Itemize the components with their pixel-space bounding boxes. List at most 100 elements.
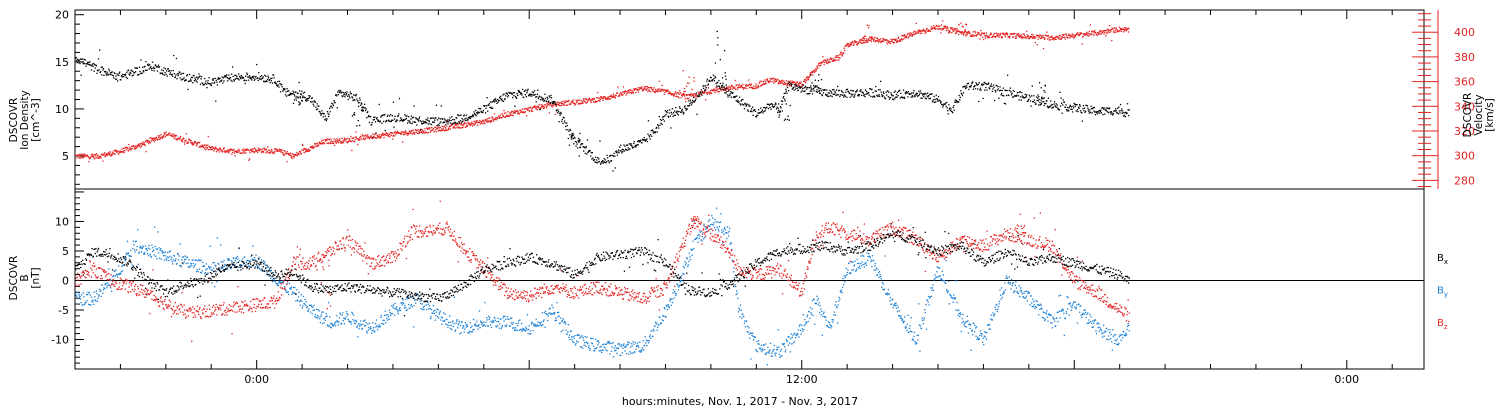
density-point <box>603 161 605 163</box>
density-point <box>654 132 656 134</box>
velocity-point <box>847 43 849 45</box>
density-point <box>83 58 85 61</box>
velocity-point <box>641 90 644 92</box>
by-point <box>108 284 111 286</box>
velocity-point <box>290 157 292 159</box>
velocity-point <box>478 121 481 123</box>
velocity-point <box>348 141 350 143</box>
velocity-point <box>407 132 409 134</box>
density-point <box>785 88 787 90</box>
density-point <box>1107 112 1110 114</box>
density-point <box>954 99 956 101</box>
velocity-point <box>265 152 267 154</box>
density-point <box>945 105 947 107</box>
bottom-left-tick-label: -10 <box>51 333 69 346</box>
velocity-point <box>664 89 666 91</box>
density-point <box>352 99 354 102</box>
by-point <box>223 265 226 267</box>
velocity-point <box>204 147 206 150</box>
density-point <box>1044 84 1046 86</box>
by-point <box>221 267 223 269</box>
velocity-point <box>674 93 676 95</box>
density-point <box>106 71 108 73</box>
velocity-point <box>632 91 634 93</box>
velocity-point <box>485 120 487 122</box>
velocity-point <box>794 81 796 83</box>
density-point <box>719 87 721 89</box>
velocity-point <box>867 27 870 29</box>
velocity-point <box>955 28 957 30</box>
density-point <box>430 123 433 126</box>
velocity-point <box>461 124 463 126</box>
density-point <box>1089 111 1092 113</box>
density-point <box>1058 109 1061 111</box>
density-point <box>473 111 475 113</box>
velocity-point <box>1020 34 1022 36</box>
density-point <box>1120 110 1122 112</box>
by-point <box>274 281 276 283</box>
velocity-point <box>944 25 947 27</box>
density-point <box>634 146 636 148</box>
velocity-point <box>806 79 808 81</box>
density-point <box>960 92 962 94</box>
velocity-point <box>158 136 160 138</box>
density-point <box>578 137 580 140</box>
density-point <box>521 94 523 96</box>
density-point <box>732 92 734 94</box>
density-point <box>206 87 208 89</box>
top-left-axis-label-line: [cm^-3] <box>30 98 42 141</box>
by-point <box>277 282 279 285</box>
density-point <box>695 98 697 100</box>
velocity-point <box>383 136 385 139</box>
velocity-point <box>427 127 429 130</box>
density-point <box>264 74 266 76</box>
density-point <box>434 119 436 121</box>
velocity-point <box>537 105 539 107</box>
density-point <box>1110 111 1112 113</box>
velocity-point <box>592 101 595 103</box>
density-point <box>564 122 566 124</box>
velocity-point <box>122 151 124 153</box>
velocity-point <box>666 89 668 91</box>
density-point <box>433 121 435 123</box>
velocity-point <box>804 81 807 83</box>
by-point <box>256 265 258 267</box>
density-point <box>78 62 80 64</box>
velocity-point <box>305 149 307 151</box>
density-point <box>825 93 827 95</box>
density-point <box>287 94 289 96</box>
velocity-point <box>647 87 650 89</box>
density-point <box>550 94 552 97</box>
density-point <box>876 94 878 96</box>
velocity-point <box>105 155 107 157</box>
density-point <box>1092 107 1094 110</box>
velocity-point <box>253 152 255 154</box>
velocity-point <box>331 142 333 144</box>
velocity-point <box>1116 31 1118 33</box>
velocity-point <box>214 146 217 148</box>
density-point <box>198 76 200 78</box>
velocity-point <box>963 32 965 34</box>
density-point <box>590 155 592 157</box>
density-point <box>833 93 835 95</box>
density-point <box>635 146 637 148</box>
velocity-point <box>396 131 398 133</box>
velocity-point <box>1004 36 1007 38</box>
density-point <box>100 71 102 73</box>
velocity-point <box>580 102 582 105</box>
density-point <box>324 115 326 117</box>
velocity-point <box>510 112 512 114</box>
velocity-point <box>757 84 759 87</box>
density-point <box>613 155 615 157</box>
velocity-point <box>1005 32 1007 34</box>
velocity-point <box>889 40 891 43</box>
velocity-point <box>196 143 198 145</box>
density-point <box>942 106 944 108</box>
velocity-point <box>866 40 868 42</box>
density-point <box>412 116 415 118</box>
velocity-point <box>437 130 440 132</box>
velocity-point <box>831 57 833 59</box>
density-point <box>342 91 344 94</box>
velocity-point <box>1001 36 1003 39</box>
velocity-point <box>93 153 95 155</box>
